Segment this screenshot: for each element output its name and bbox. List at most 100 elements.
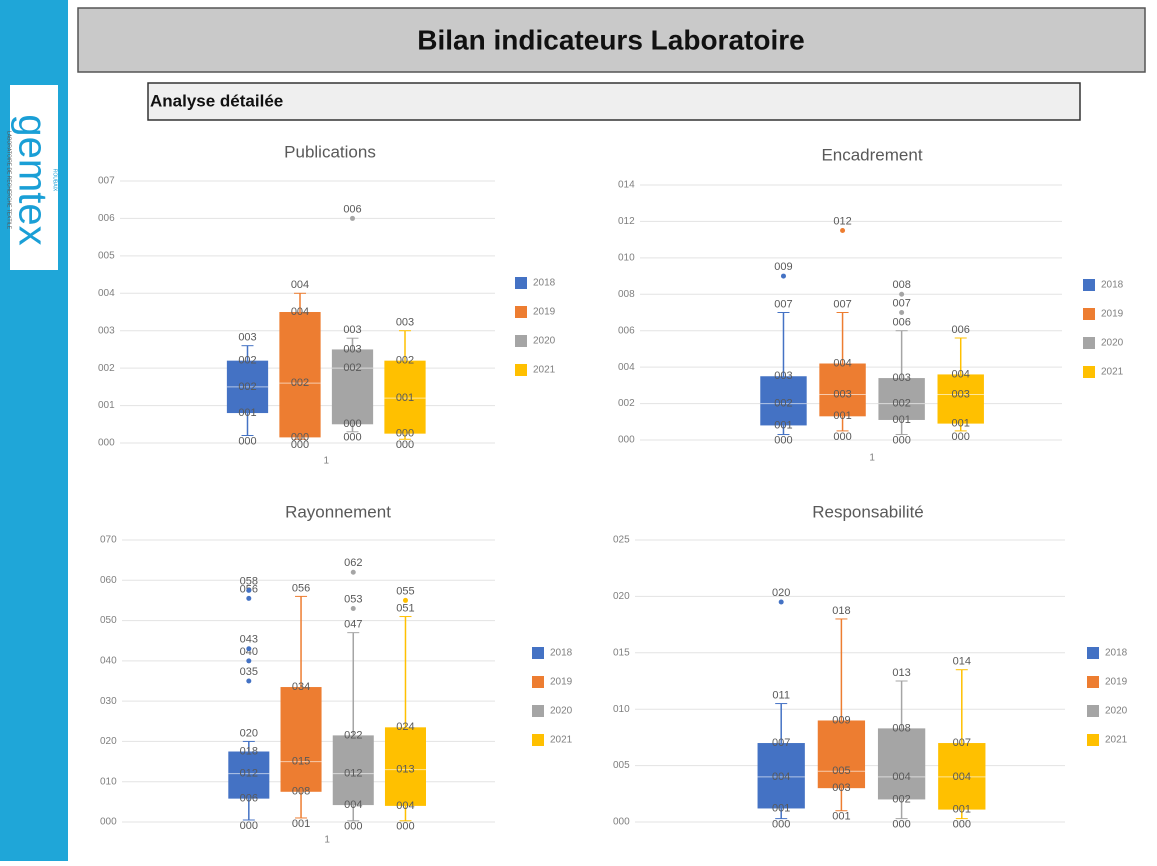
box — [757, 743, 805, 809]
x-tick-label: 1 — [869, 453, 875, 464]
x-tick-label: 1 — [324, 835, 330, 846]
data-label: 000 — [343, 418, 361, 430]
outlier — [246, 678, 252, 684]
data-label: 007 — [833, 298, 851, 310]
legend-label: 2020 — [1101, 338, 1124, 349]
outlier — [246, 587, 252, 593]
y-tick-label: 007 — [98, 176, 115, 187]
outlier-label: 058 — [240, 575, 258, 587]
data-label: 012 — [240, 768, 258, 780]
data-label: 002 — [396, 355, 414, 367]
legend-swatch — [515, 306, 527, 318]
y-tick-label: 006 — [618, 325, 635, 336]
chart-title: Responsabilité — [812, 502, 924, 521]
outlier — [350, 215, 355, 221]
data-label: 004 — [396, 800, 414, 812]
y-tick-label: 000 — [618, 435, 635, 446]
data-label: 020 — [240, 727, 258, 739]
legend-swatch — [515, 364, 527, 376]
data-label: 018 — [832, 605, 850, 617]
legend-swatch — [1083, 279, 1095, 291]
outlier-label: 055 — [396, 585, 414, 597]
box — [384, 360, 426, 434]
legend-swatch — [515, 277, 527, 289]
data-label: 001 — [238, 407, 256, 419]
box — [228, 751, 270, 799]
legend-swatch — [1083, 337, 1095, 349]
y-tick-label: 015 — [613, 647, 630, 658]
outlier — [246, 595, 252, 601]
data-label: 034 — [292, 681, 310, 693]
legend-swatch — [532, 676, 544, 688]
legend-label: 2019 — [533, 307, 556, 318]
y-tick-label: 020 — [613, 591, 630, 602]
data-label: 003 — [774, 370, 792, 382]
data-label: 007 — [774, 298, 792, 310]
data-label: 002 — [238, 381, 256, 393]
data-label: 000 — [953, 819, 971, 831]
data-label: 003 — [343, 343, 361, 355]
data-label: 003 — [952, 388, 970, 400]
outlier-label: 040 — [240, 646, 258, 658]
data-label: 001 — [772, 802, 790, 814]
data-label: 003 — [343, 324, 361, 336]
outlier-label: 062 — [344, 557, 362, 569]
data-label: 018 — [240, 745, 258, 757]
box — [280, 687, 322, 792]
outlier-label: 009 — [774, 261, 792, 273]
y-tick-label: 012 — [618, 216, 635, 227]
data-label: 001 — [774, 419, 792, 431]
legend-label: 2021 — [1101, 367, 1124, 378]
y-tick-label: 005 — [98, 250, 115, 261]
data-label: 000 — [396, 439, 414, 451]
logo-tagline: LABORATOIRE DE RECHERCHE TEXTILE — [6, 131, 12, 230]
outlier-label: 043 — [240, 634, 258, 646]
data-label: 003 — [832, 782, 850, 794]
data-label: 004 — [344, 799, 362, 811]
legend-label: 2021 — [1105, 735, 1128, 746]
y-tick-label: 030 — [100, 696, 117, 707]
y-tick-label: 000 — [98, 438, 115, 449]
box — [384, 727, 426, 806]
data-label: 000 — [291, 431, 309, 443]
logo-city: ROUBAIX — [52, 169, 58, 192]
y-tick-label: 070 — [100, 535, 117, 546]
data-label: 003 — [833, 388, 851, 400]
y-tick-label: 025 — [613, 535, 630, 546]
data-label: 001 — [396, 392, 414, 404]
legend-label: 2019 — [1105, 677, 1128, 688]
y-tick-label: 002 — [98, 363, 115, 374]
outlier-label: 007 — [892, 297, 910, 309]
box — [332, 735, 374, 806]
y-tick-label: 020 — [100, 736, 117, 747]
legend-label: 2018 — [533, 278, 556, 289]
box — [938, 743, 986, 810]
chart-title: Publications — [284, 142, 376, 161]
legend-swatch — [1087, 705, 1099, 717]
data-label: 001 — [832, 811, 850, 823]
y-tick-label: 000 — [613, 817, 630, 828]
data-label: 001 — [952, 418, 970, 430]
data-label: 004 — [772, 771, 790, 783]
legend-swatch — [1087, 734, 1099, 746]
legend-label: 2019 — [1101, 309, 1124, 320]
data-label: 000 — [396, 428, 414, 440]
data-label: 000 — [772, 819, 790, 831]
data-label: 003 — [238, 332, 256, 344]
outlier — [350, 605, 356, 611]
legend-swatch — [532, 705, 544, 717]
legend-label: 2020 — [1105, 706, 1128, 717]
y-tick-label: 010 — [613, 704, 630, 715]
y-tick-label: 010 — [618, 252, 635, 263]
data-label: 008 — [892, 722, 910, 734]
outlier — [350, 569, 356, 575]
chart-title: Encadrement — [821, 145, 922, 164]
box — [877, 728, 926, 800]
data-label: 051 — [396, 602, 414, 614]
subheader-box — [147, 82, 1081, 121]
outlier — [780, 273, 786, 279]
y-tick-label: 005 — [613, 760, 630, 771]
box — [878, 378, 925, 420]
legend-swatch — [1083, 366, 1095, 378]
data-label: 001 — [953, 803, 971, 815]
